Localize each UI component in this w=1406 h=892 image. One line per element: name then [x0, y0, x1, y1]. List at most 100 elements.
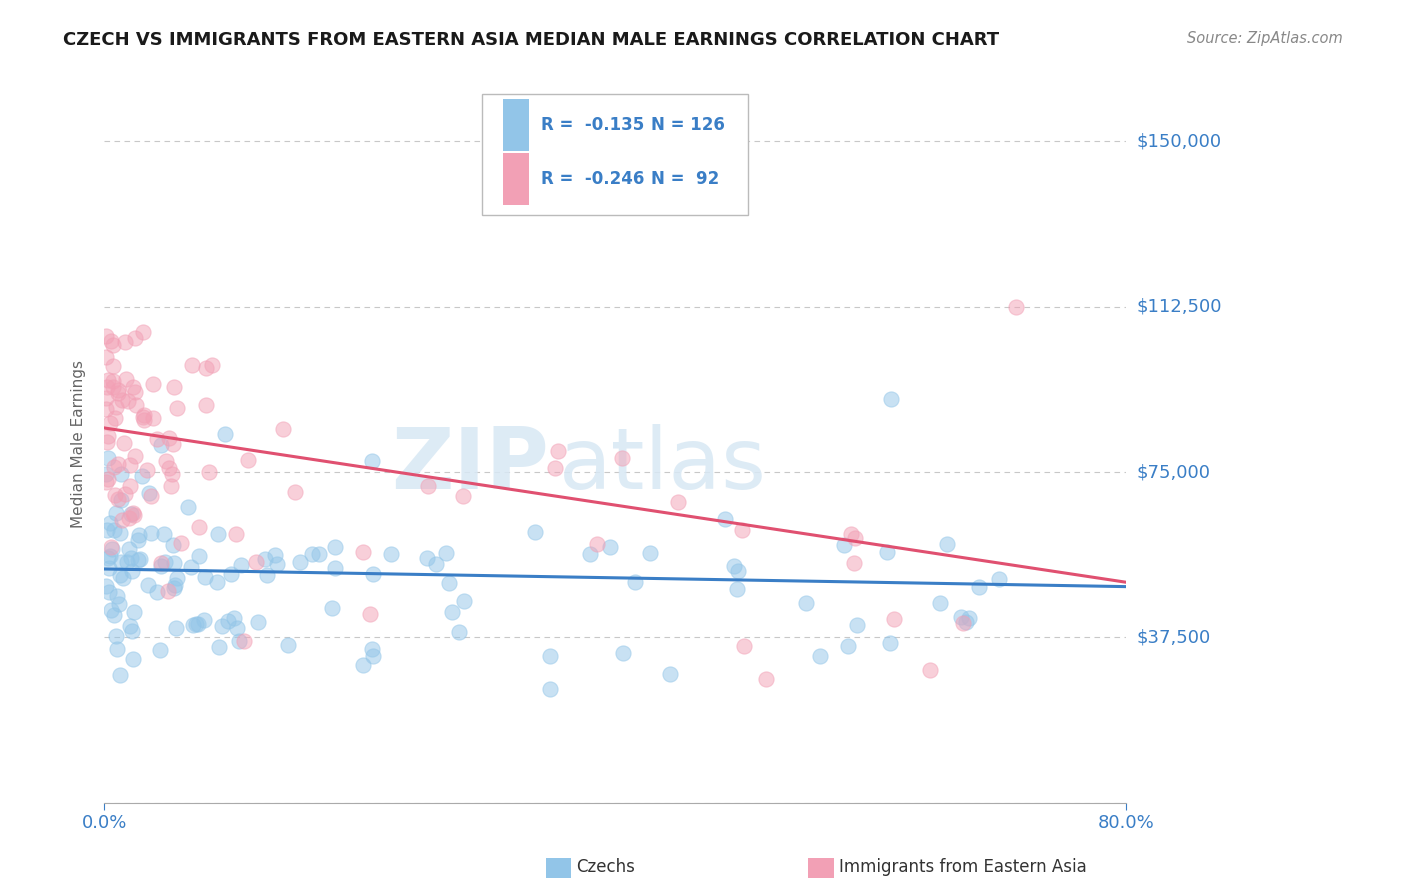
Point — [266, 557, 288, 571]
Point — [149, 558, 172, 573]
Point — [98, 516, 121, 530]
Point — [361, 641, 384, 656]
Point — [94, 391, 117, 405]
Point — [170, 536, 193, 550]
Point — [725, 582, 748, 596]
Point — [128, 528, 150, 542]
Text: R =  -0.135: R = -0.135 — [540, 116, 644, 134]
Point — [98, 549, 121, 563]
Point — [127, 553, 149, 567]
FancyBboxPatch shape — [503, 99, 529, 151]
Point — [157, 431, 180, 445]
Point — [149, 556, 172, 570]
Point — [103, 459, 125, 474]
Point — [132, 326, 155, 340]
Text: $75,000: $75,000 — [1136, 463, 1211, 481]
Point — [108, 568, 131, 582]
Point — [104, 506, 127, 520]
Point — [599, 540, 621, 554]
Text: Immigrants from Eastern Asia: Immigrants from Eastern Asia — [839, 858, 1087, 876]
Point — [225, 527, 247, 541]
Point — [141, 377, 163, 392]
Point — [111, 512, 134, 526]
Point — [98, 416, 121, 430]
Point — [193, 613, 215, 627]
Point — [217, 615, 239, 629]
Point — [107, 383, 129, 397]
Point — [105, 589, 128, 603]
Point — [103, 337, 125, 351]
Point — [181, 618, 204, 632]
Point — [166, 401, 188, 415]
Point — [94, 350, 117, 364]
Point — [136, 578, 159, 592]
Point — [207, 574, 229, 589]
Point — [138, 486, 160, 500]
Point — [844, 531, 866, 545]
Point — [256, 568, 278, 582]
Point — [832, 538, 855, 552]
Point — [321, 601, 343, 615]
Point — [451, 489, 474, 503]
Point — [186, 616, 208, 631]
Text: CZECH VS IMMIGRANTS FROM EASTERN ASIA MEDIAN MALE EARNINGS CORRELATION CHART: CZECH VS IMMIGRANTS FROM EASTERN ASIA ME… — [63, 31, 1000, 49]
Point — [101, 359, 124, 373]
Point — [236, 453, 259, 467]
Point — [226, 621, 249, 635]
Point — [96, 524, 118, 538]
Point — [149, 642, 172, 657]
Point — [714, 512, 737, 526]
Point — [142, 411, 165, 425]
Point — [187, 616, 209, 631]
Point — [264, 548, 287, 562]
Point — [121, 506, 143, 520]
Point — [638, 546, 661, 560]
Point — [187, 519, 209, 533]
Y-axis label: Median Male Earnings: Median Male Earnings — [72, 360, 86, 528]
Point — [153, 527, 176, 541]
Point — [453, 593, 475, 607]
Point — [988, 572, 1011, 586]
Point — [117, 393, 139, 408]
Point — [666, 495, 689, 509]
Point — [228, 634, 250, 648]
Point — [731, 523, 754, 537]
Point — [107, 492, 129, 507]
Point — [361, 454, 384, 468]
Point — [145, 585, 167, 599]
Point — [101, 380, 124, 394]
Point — [101, 541, 124, 556]
Point — [808, 649, 831, 664]
Point — [105, 400, 128, 414]
Point — [879, 636, 901, 650]
Point — [100, 602, 122, 616]
Point — [94, 401, 117, 416]
Point — [122, 508, 145, 522]
Point — [969, 580, 991, 594]
Point — [108, 525, 131, 540]
Point — [434, 546, 457, 560]
Point — [131, 469, 153, 483]
Text: R =  -0.246: R = -0.246 — [540, 169, 644, 187]
Point — [125, 398, 148, 412]
Point — [124, 449, 146, 463]
Point — [107, 385, 129, 400]
Point — [352, 545, 374, 559]
Point — [165, 622, 187, 636]
Point — [271, 422, 294, 436]
Point — [211, 619, 233, 633]
Point — [957, 611, 980, 625]
Point — [163, 380, 186, 394]
Point — [523, 524, 546, 539]
Point — [97, 472, 120, 486]
Point — [361, 567, 384, 582]
Point — [97, 373, 120, 387]
Point — [115, 555, 138, 569]
Point — [197, 465, 219, 479]
Point — [103, 608, 125, 623]
Text: $112,500: $112,500 — [1136, 298, 1222, 316]
Point — [120, 458, 142, 472]
Point — [437, 576, 460, 591]
Point — [127, 533, 149, 547]
Point — [950, 609, 973, 624]
